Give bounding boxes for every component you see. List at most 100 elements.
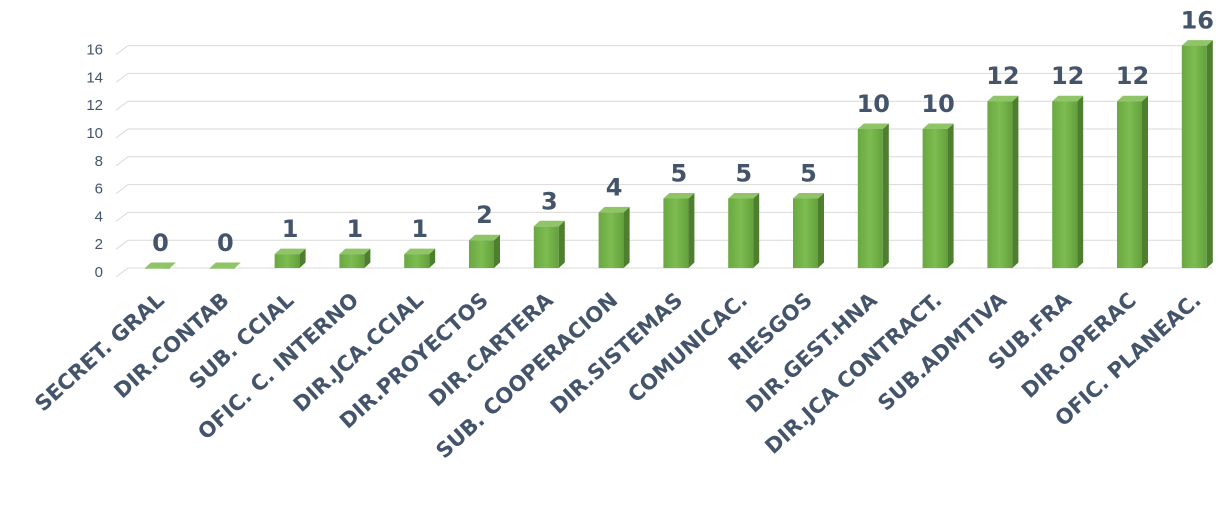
bars — [145, 40, 1213, 269]
data-label: 1 — [347, 215, 364, 243]
y-tick-label: 4 — [95, 208, 103, 225]
bar-front — [1181, 45, 1207, 268]
category-label: COMUNICAC. — [623, 288, 752, 407]
bar-front — [663, 198, 689, 268]
bar-top — [1117, 95, 1148, 102]
category-label: DIR.OPERAC — [1017, 288, 1141, 403]
y-tick-label: 12 — [86, 97, 103, 114]
bar-front — [145, 268, 170, 269]
bar-front — [339, 254, 365, 268]
bar-top — [922, 123, 954, 129]
data-label: 1 — [282, 215, 299, 243]
data-label: 0 — [217, 229, 234, 257]
bar-front — [793, 198, 818, 268]
bar — [987, 95, 1019, 268]
data-label: 10 — [921, 90, 954, 118]
y-axis-ticks: 0 2 4 6 8 10 12 14 16 — [86, 42, 103, 281]
bar-side — [688, 193, 695, 268]
bar — [663, 193, 695, 268]
y-tick-label: 2 — [95, 236, 103, 253]
bar-top — [145, 262, 176, 268]
bar-top — [663, 193, 695, 199]
data-label: 12 — [986, 62, 1019, 90]
bar-top — [339, 248, 371, 255]
bar-front — [533, 226, 559, 268]
bar-side — [1012, 95, 1019, 268]
data-label: 1 — [411, 215, 428, 243]
bar-top — [598, 206, 630, 213]
bar-side — [299, 248, 306, 268]
data-label: 5 — [800, 160, 817, 188]
bar-top — [1052, 95, 1084, 102]
bar-front — [598, 212, 624, 268]
bar-side — [558, 220, 565, 268]
bar — [533, 220, 565, 268]
bar-front — [728, 198, 754, 268]
bar-top — [793, 193, 824, 199]
gridline — [115, 128, 1212, 139]
bar — [145, 262, 176, 269]
bar-side — [494, 234, 500, 268]
gridline — [115, 239, 1212, 250]
bar — [598, 206, 630, 268]
bar — [857, 123, 889, 268]
y-tick-label: 0 — [95, 264, 103, 281]
bar-top — [533, 220, 565, 227]
data-label: 3 — [541, 187, 558, 215]
y-tick-label: 10 — [86, 125, 103, 142]
data-label: 5 — [735, 160, 752, 188]
bar-side — [1077, 95, 1084, 268]
gridline — [115, 100, 1212, 111]
gridline — [115, 156, 1212, 167]
bar-top — [404, 248, 436, 255]
bar-side — [364, 248, 371, 268]
data-label: 12 — [1116, 62, 1149, 90]
data-label: 0 — [152, 229, 169, 257]
data-label: 12 — [1051, 62, 1084, 90]
bar-top — [728, 193, 760, 199]
y-tick-label: 8 — [95, 153, 103, 170]
data-label: 16 — [1181, 7, 1214, 35]
bar-front — [469, 240, 494, 268]
bar-top — [987, 95, 1019, 102]
bar — [339, 248, 371, 268]
bar-side — [1142, 95, 1148, 268]
bar — [1117, 95, 1148, 268]
gridline — [115, 45, 1212, 55]
data-label: 2 — [476, 201, 493, 229]
bar-front — [987, 101, 1013, 268]
y-tick-label: 6 — [95, 181, 103, 198]
bar — [728, 193, 760, 268]
bar — [274, 248, 306, 268]
bar-front — [922, 129, 948, 268]
bar-side — [429, 248, 436, 268]
bar — [922, 123, 954, 268]
category-label: DIR.CONTAB — [109, 288, 233, 403]
bar — [404, 248, 436, 268]
bar-side — [753, 193, 760, 268]
bar-front — [209, 268, 235, 269]
bar-front — [1117, 101, 1142, 268]
data-label: 4 — [606, 173, 623, 201]
bar-side — [818, 193, 824, 268]
gridline — [115, 72, 1212, 83]
bar — [1052, 95, 1084, 268]
bar-top — [274, 248, 306, 255]
bar-front — [404, 254, 430, 268]
gridlines — [115, 45, 1212, 278]
bar-side — [623, 206, 630, 268]
bar-top — [209, 262, 241, 268]
bar-top — [469, 234, 500, 241]
gridline — [115, 184, 1212, 195]
bar — [793, 193, 824, 268]
y-tick-label: 16 — [86, 42, 103, 59]
bar-top — [1181, 40, 1213, 46]
bar-side — [947, 123, 954, 268]
bar-side — [882, 123, 889, 268]
bar-front — [857, 129, 883, 268]
bar-side — [1206, 40, 1213, 268]
bar — [1181, 40, 1213, 268]
bar-front — [274, 254, 300, 268]
